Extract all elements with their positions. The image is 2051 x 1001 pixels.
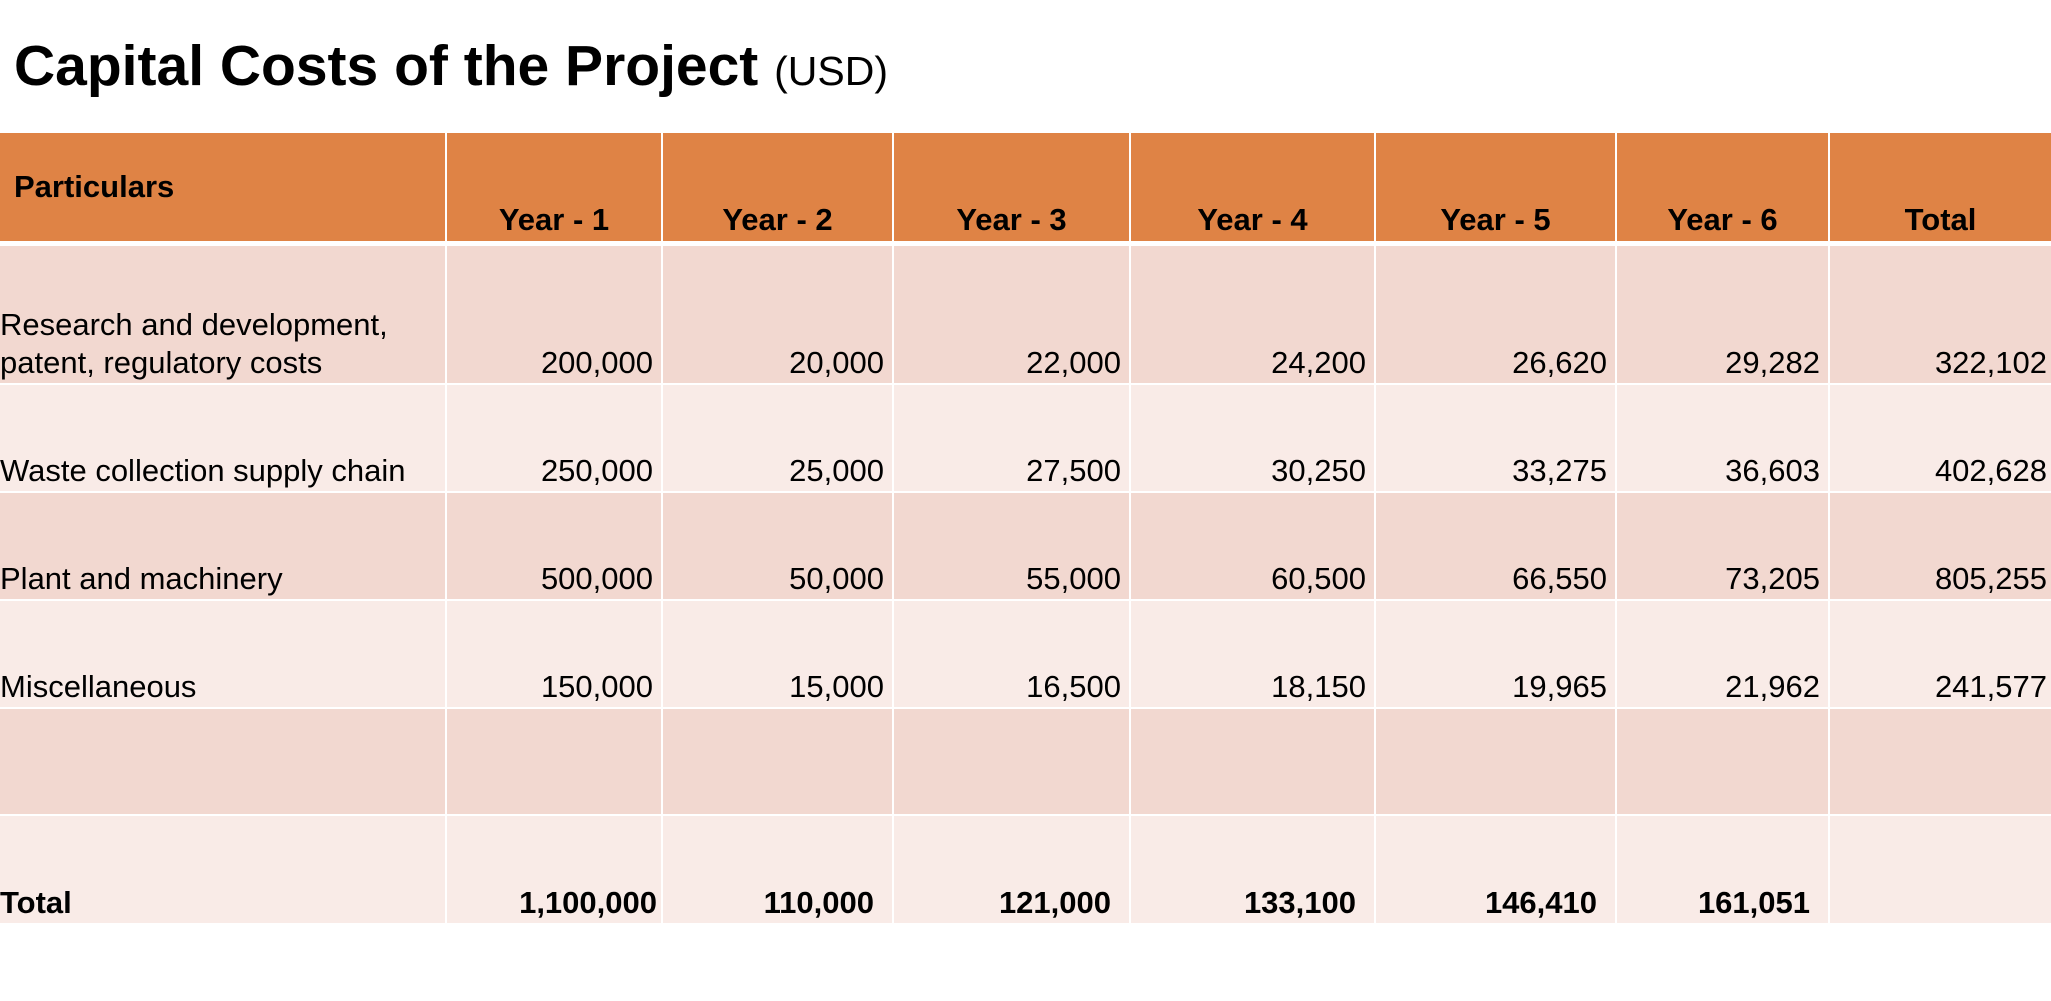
empty-cell [0, 707, 446, 815]
cell-year-4: 60,500 [1129, 491, 1375, 600]
row-label: Miscellaneous [0, 599, 446, 708]
empty-cell [1374, 707, 1616, 815]
capital-costs-table: Particulars Year - 1 Year - 2 Year - 3 Y… [0, 133, 2051, 923]
empty-cell [445, 707, 662, 815]
column-header-year-5: Year - 5 [1374, 133, 1616, 246]
column-header-year-4: Year - 4 [1129, 133, 1375, 246]
cell-year-6: 73,205 [1615, 491, 1829, 600]
cell-year-1: 200,000 [445, 242, 662, 384]
cell-year-5: 33,275 [1374, 383, 1616, 492]
total-year-4: 133,100 [1129, 814, 1375, 923]
total-year-1: 1,100,000 [445, 814, 662, 923]
column-header-particulars: Particulars [0, 133, 446, 246]
table-row-miscellaneous: Miscellaneous 150,000 15,000 16,500 18,1… [0, 599, 2051, 708]
cell-year-6: 29,282 [1615, 242, 1829, 384]
row-label: Plant and machinery [0, 491, 446, 600]
cell-year-5: 26,620 [1374, 242, 1616, 384]
total-year-2: 110,000 [661, 814, 893, 923]
cell-total: 322,102 [1828, 242, 2051, 384]
cell-year-3: 55,000 [892, 491, 1130, 600]
cell-total: 805,255 [1828, 491, 2051, 600]
row-label: Research and development, patent, regula… [0, 242, 446, 384]
header-row: Particulars Year - 1 Year - 2 Year - 3 Y… [0, 133, 2051, 246]
cell-year-2: 15,000 [661, 599, 893, 708]
column-header-year-3: Year - 3 [892, 133, 1130, 246]
total-year-3: 121,000 [892, 814, 1130, 923]
table-row-waste-collection: Waste collection supply chain 250,000 25… [0, 383, 2051, 492]
cell-total: 241,577 [1828, 599, 2051, 708]
table-row-plant-machinery: Plant and machinery 500,000 50,000 55,00… [0, 491, 2051, 600]
title-main: Capital Costs of the Project [14, 34, 759, 98]
cell-year-5: 66,550 [1374, 491, 1616, 600]
cell-year-3: 16,500 [892, 599, 1130, 708]
cell-year-5: 19,965 [1374, 599, 1616, 708]
total-label: Total [0, 814, 446, 923]
cell-year-4: 18,150 [1129, 599, 1375, 708]
total-grand [1828, 814, 2051, 923]
cell-year-3: 27,500 [892, 383, 1130, 492]
cell-year-2: 25,000 [661, 383, 893, 492]
empty-cell [1615, 707, 1829, 815]
cell-year-6: 36,603 [1615, 383, 1829, 492]
cell-year-2: 20,000 [661, 242, 893, 384]
empty-cell [1828, 707, 2051, 815]
page-title: Capital Costs of the Project (USD) [14, 28, 888, 109]
column-header-year-2: Year - 2 [661, 133, 893, 246]
cell-year-4: 24,200 [1129, 242, 1375, 384]
empty-cell [661, 707, 893, 815]
title-unit: (USD) [774, 48, 889, 94]
row-label: Waste collection supply chain [0, 383, 446, 492]
column-header-year-6: Year - 6 [1615, 133, 1829, 246]
total-year-5: 146,410 [1374, 814, 1616, 923]
column-header-total: Total [1828, 133, 2051, 246]
empty-cell [892, 707, 1130, 815]
cell-total: 402,628 [1828, 383, 2051, 492]
column-header-year-1: Year - 1 [445, 133, 662, 246]
cell-year-1: 250,000 [445, 383, 662, 492]
empty-cell [1129, 707, 1375, 815]
total-year-6: 161,051 [1615, 814, 1829, 923]
cell-year-4: 30,250 [1129, 383, 1375, 492]
table-row-total: Total 1,100,000 110,000 121,000 133,100 … [0, 814, 2051, 923]
cell-year-3: 22,000 [892, 242, 1130, 384]
cell-year-6: 21,962 [1615, 599, 1829, 708]
cell-year-2: 50,000 [661, 491, 893, 600]
cell-year-1: 150,000 [445, 599, 662, 708]
cell-year-1: 500,000 [445, 491, 662, 600]
table-row-research-development: Research and development, patent, regula… [0, 242, 2051, 384]
table-row-empty [0, 707, 2051, 815]
